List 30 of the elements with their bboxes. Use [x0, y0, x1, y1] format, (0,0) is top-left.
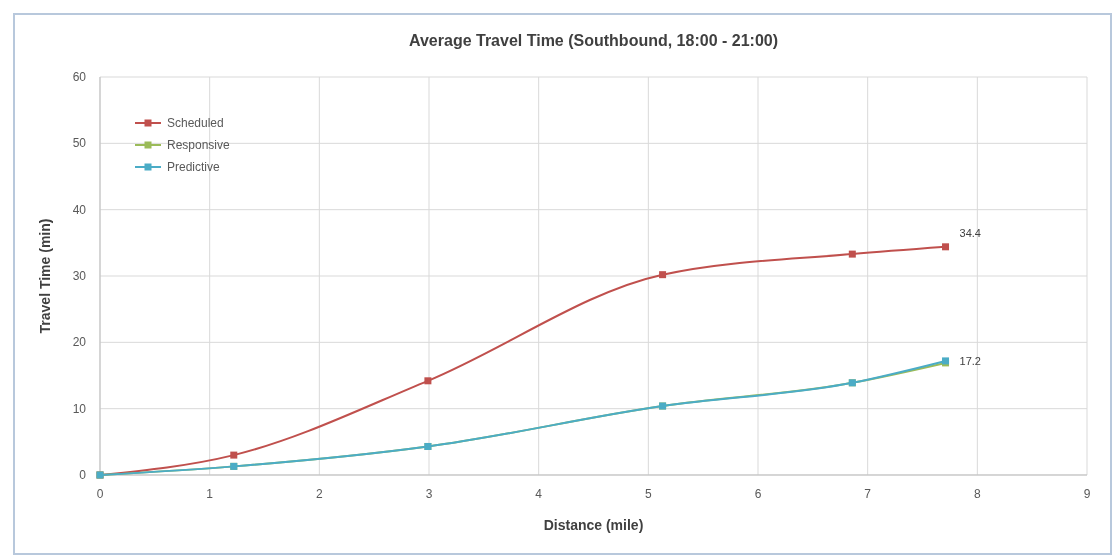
chart-title: Average Travel Time (Southbound, 18:00 - 21:00)	[409, 32, 778, 49]
legend-label: Responsive	[167, 138, 231, 152]
data-label: 17.2	[959, 354, 981, 367]
y-tick-label: 30	[72, 269, 87, 283]
x-tick-label: 5	[644, 487, 652, 501]
point	[659, 271, 667, 279]
point	[942, 243, 950, 251]
x-tick-label: 9	[1083, 487, 1091, 501]
y-tick-label: 50	[72, 136, 87, 151]
y-tick-label: 0	[79, 468, 87, 482]
legend-label: Predictive	[167, 160, 221, 174]
x-axis-title: Distance (mile)	[543, 517, 644, 533]
x-tick-label: 6	[754, 487, 762, 501]
point	[848, 250, 856, 258]
x-tick-label: 7	[864, 487, 872, 501]
x-tick-label: 1	[206, 487, 214, 501]
x-tick-label: 8	[973, 487, 981, 501]
point	[230, 451, 238, 459]
data-label: 34.4	[959, 226, 981, 239]
x-tick-label: 4	[535, 487, 543, 501]
y-tick-label: 60	[72, 70, 87, 84]
y-axis-title: Travel Time (min)	[37, 218, 53, 334]
x-tick-label: 3	[425, 487, 433, 501]
y-tick-label: 40	[72, 202, 87, 217]
y-tick-label: 20	[72, 335, 87, 350]
x-tick-label: 0	[96, 487, 104, 501]
x-tick-label: 2	[315, 487, 323, 501]
y-tick-label: 10	[72, 401, 87, 416]
point	[424, 377, 432, 385]
legend-label: Scheduled	[167, 116, 224, 130]
